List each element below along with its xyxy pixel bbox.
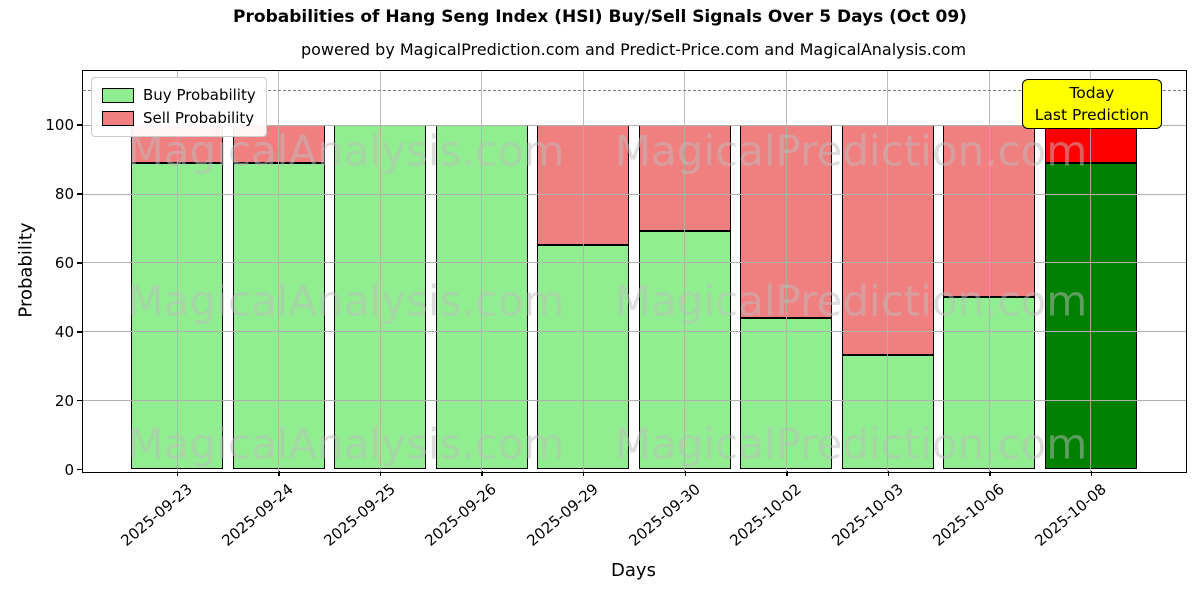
x-tick-label: 2025-10-03 [828,480,907,550]
sell-probability-swatch [102,111,134,126]
watermark-analysis: MagicalAnalysis.com [127,276,565,326]
x-tick-label: 2025-09-30 [624,480,704,550]
x-gridline [278,71,280,472]
watermark-prediction: MagicalPrediction.com [614,276,1088,326]
x-gridline [988,71,990,472]
plot-area: MagicalAnalysis.com MagicalAnalysis.com Ma… [82,70,1187,473]
x-axis-label: Days [611,560,656,581]
y-tick-label: 80 [54,185,74,204]
y-tick-mark [77,124,82,126]
x-gridline [684,71,686,472]
x-tick-label: 2025-10-06 [929,480,1008,550]
x-tick-mark [481,471,483,476]
y-tick-label: 40 [54,322,74,341]
x-tick-mark [582,471,585,476]
x-tick-label: 2025-09-29 [523,480,602,550]
x-tick-label: 2025-09-24 [218,480,298,550]
x-gridline [481,71,483,472]
x-tick-label: 2025-09-25 [320,480,399,550]
chart-title: Probabilities of Hang Seng Index (HSI) B… [233,7,967,27]
x-tick-mark [989,471,991,476]
x-gridline [176,71,178,472]
today-annotation: Today Last Prediction [1021,79,1162,129]
x-tick-label: 2025-09-26 [421,480,501,550]
x-tick-label: 2025-10-08 [1031,480,1110,550]
y-gridline [83,124,1186,126]
y-tick-label: 60 [54,253,74,272]
watermark-prediction: MagicalPrediction.com [614,126,1088,176]
x-tick-mark [786,471,788,476]
y-tick-label: 20 [54,391,74,410]
y-tick-mark [77,399,82,402]
x-tick-mark [887,471,890,476]
x-tick-mark [684,471,686,476]
y-tick-mark [77,331,82,333]
x-gridline [785,71,787,472]
watermark-analysis: MagicalAnalysis.com [127,419,565,469]
x-tick-mark [379,471,382,476]
y-tick-mark [77,262,82,264]
legend-label-buy: Buy Probability [143,86,256,104]
watermark-prediction: MagicalPrediction.com [614,419,1088,469]
x-tick-label: 2025-10-02 [726,480,805,550]
today-annotation-line2: Last Prediction [1034,106,1149,124]
legend: Buy Probability Sell Probability [91,77,267,137]
y-tick-label: 0 [64,460,74,479]
x-tick-mark [278,471,280,476]
threshold-dashed-line [83,90,1186,92]
today-annotation-line1: Today [1069,84,1115,102]
x-gridline [887,71,889,472]
x-tick-mark [176,471,179,476]
x-gridline [1090,71,1092,472]
x-gridline [582,71,584,472]
x-tick-label: 2025-09-23 [117,480,196,550]
x-gridline [379,71,381,472]
y-gridline [83,400,1186,402]
legend-item-buy: Buy Probability [102,84,256,107]
legend-item-sell: Sell Probability [102,107,256,130]
legend-label-sell: Sell Probability [143,109,255,127]
x-tick-mark [1090,471,1093,476]
y-gridline [83,262,1186,264]
y-gridline [83,331,1186,333]
y-gridline [83,193,1186,195]
y-tick-mark [77,193,82,195]
y-tick-label: 100 [45,116,74,135]
buy-probability-swatch [102,88,134,103]
chart-subtitle: powered by MagicalPrediction.com and Pre… [300,40,967,59]
y-tick-mark [77,468,82,471]
